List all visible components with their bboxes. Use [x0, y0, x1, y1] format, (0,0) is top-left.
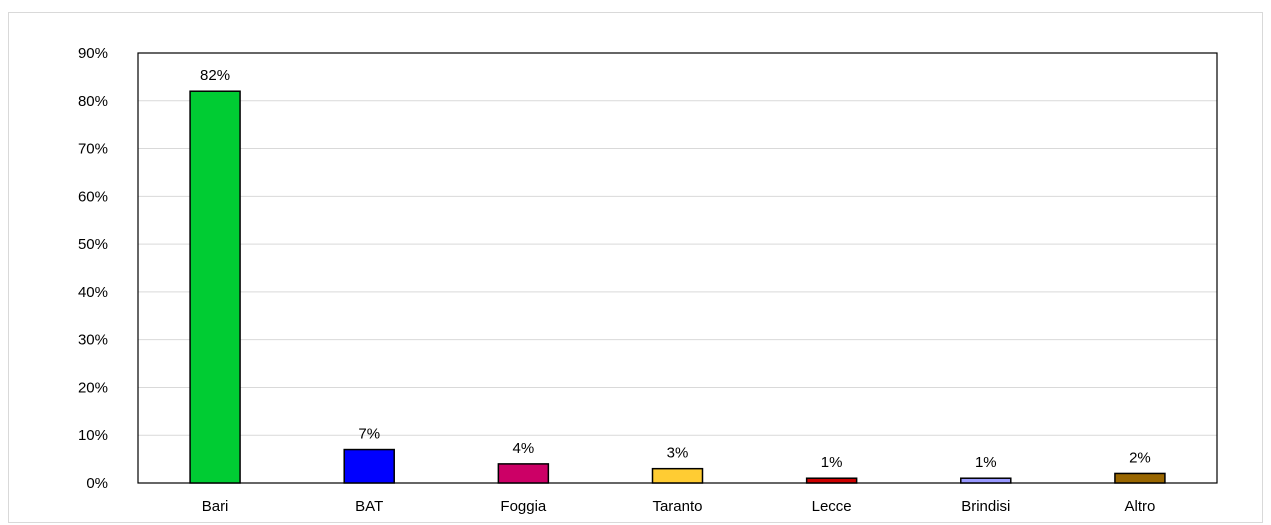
x-tick-label: BAT	[355, 498, 383, 515]
bar-taranto	[651, 467, 704, 484]
data-label: 1%	[821, 454, 843, 471]
y-tick-label: 90%	[78, 45, 108, 62]
gridlines	[138, 52, 1217, 484]
x-tick-label: Lecce	[812, 498, 852, 515]
data-label: 4%	[513, 440, 535, 457]
bar-brindisi	[960, 477, 1012, 484]
y-tick-label: 50%	[78, 236, 108, 253]
data-label: 3%	[667, 445, 689, 462]
x-axis-ticks: Bari BAT Foggia Taranto Lecce Brindisi Altro	[202, 498, 1156, 515]
y-tick-label: 40%	[78, 284, 108, 301]
y-tick-label: 30%	[78, 332, 108, 349]
x-tick-label: Altro	[1125, 498, 1156, 515]
y-tick-label: 20%	[78, 379, 108, 396]
y-tick-label: 0%	[86, 475, 108, 492]
bar-bat	[343, 448, 395, 484]
bar-lecce	[805, 477, 858, 484]
data-labels: 82% 7% 4% 3% 1% 1% 2%	[200, 67, 1151, 471]
x-tick-label: Brindisi	[961, 498, 1010, 515]
y-tick-label: 70%	[78, 141, 108, 158]
y-tick-label: 10%	[78, 427, 108, 444]
bar-foggia	[497, 463, 550, 484]
y-tick-label: 60%	[78, 188, 108, 205]
x-tick-label: Foggia	[500, 498, 547, 515]
data-label: 7%	[358, 426, 380, 443]
data-label: 82%	[200, 67, 230, 84]
bar-bari	[189, 90, 241, 484]
y-axis-ticks: 0% 10% 20% 30% 40% 50% 60% 70% 80% 90%	[78, 45, 108, 492]
x-tick-label: Bari	[202, 498, 229, 515]
bars	[189, 90, 1166, 484]
data-label: 1%	[975, 454, 997, 471]
data-label: 2%	[1129, 449, 1151, 466]
bar-altro	[1114, 472, 1166, 484]
x-tick-label: Taranto	[652, 498, 702, 515]
y-tick-label: 80%	[78, 93, 108, 110]
plot-area	[137, 52, 1218, 484]
